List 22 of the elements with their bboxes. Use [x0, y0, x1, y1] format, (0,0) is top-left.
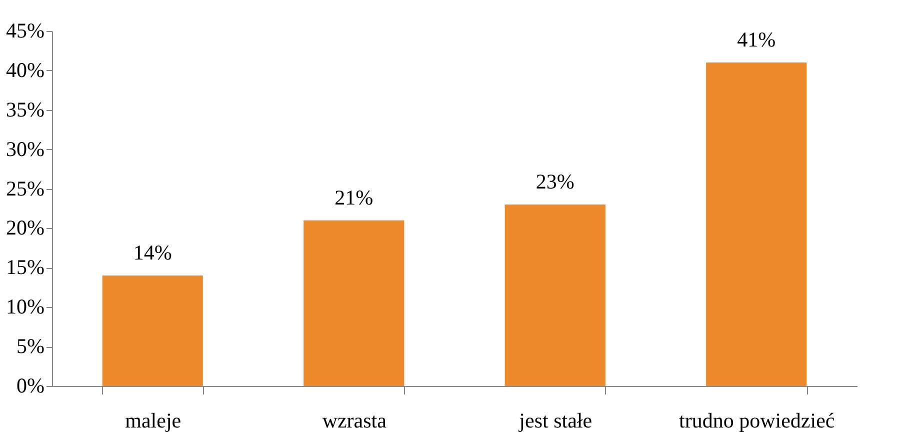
data-label: 23%	[536, 170, 574, 194]
y-tick-label: 0%	[16, 374, 44, 398]
bar	[304, 220, 404, 386]
data-label: 41%	[737, 28, 776, 52]
bar	[504, 204, 606, 386]
y-tick-label: 30%	[6, 136, 44, 161]
x-tick-label: wzrasta	[322, 408, 388, 432]
y-tick-label: 5%	[16, 334, 44, 358]
data-label: 21%	[334, 185, 374, 210]
y-tick-label: 20%	[6, 216, 44, 240]
bar	[706, 62, 807, 386]
y-tick-label: 25%	[6, 176, 44, 200]
x-tick-label: maleje	[125, 408, 182, 432]
bar	[102, 276, 203, 386]
y-tick-label: 40%	[6, 58, 44, 82]
x-tick-label: jest stałe	[518, 408, 592, 432]
x-tick-label: trudno powiedzieć	[679, 408, 835, 432]
data-label: 14%	[133, 240, 172, 265]
y-tick-label: 15%	[6, 255, 44, 280]
y-tick-label: 35%	[6, 97, 44, 122]
y-tick-label: 45%	[6, 18, 44, 42]
y-tick-label: 10%	[6, 294, 44, 319]
